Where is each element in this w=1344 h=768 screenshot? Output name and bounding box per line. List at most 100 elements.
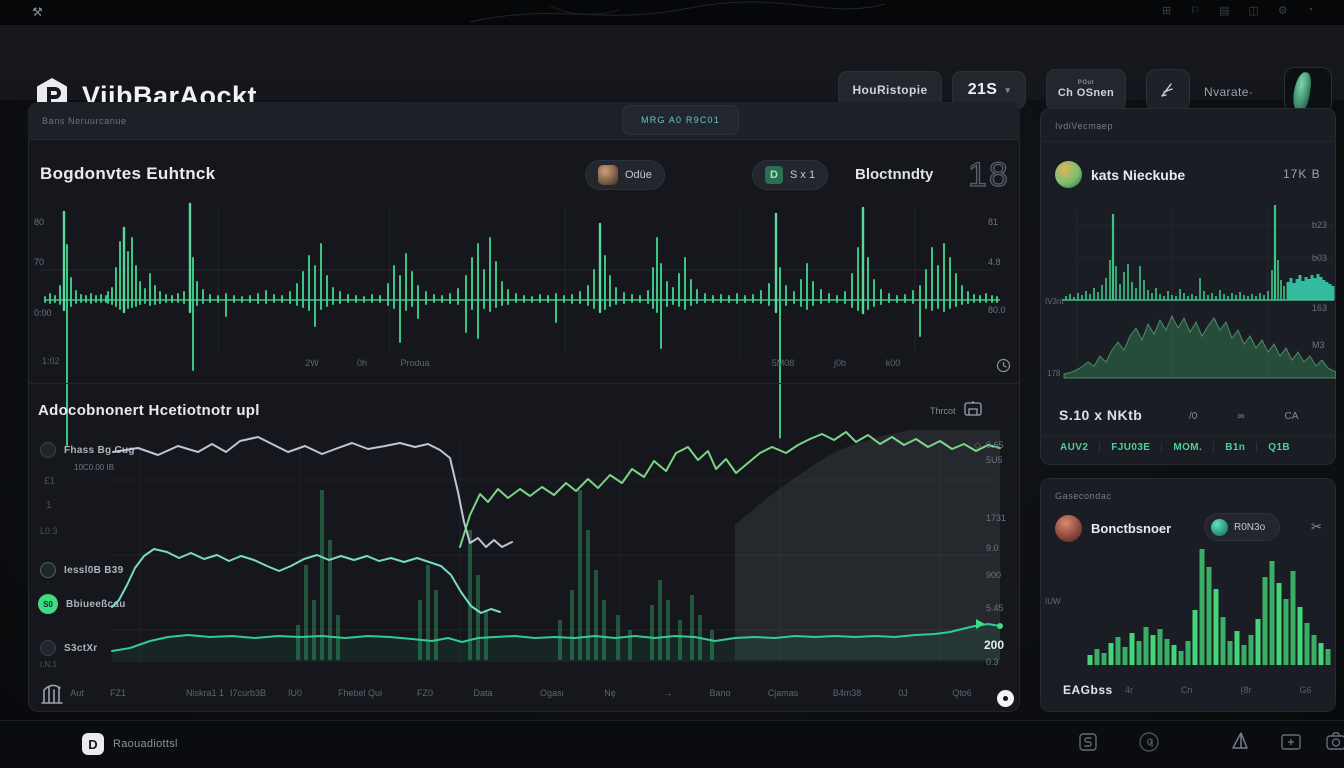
legend-3-badge: S0: [38, 594, 58, 614]
footer-items: 4r Cn (8r G6: [1125, 685, 1312, 695]
performance-line-chart: [111, 430, 1003, 662]
user2-avatar[interactable]: [1055, 515, 1082, 542]
legend-1-icon: [40, 442, 56, 458]
panel-toolbar: Bans Neruurcanue: [28, 102, 1020, 140]
footer-item[interactable]: (8r: [1240, 685, 1252, 695]
axis-tick-label: 0h: [356, 358, 368, 368]
legend-item-3[interactable]: S0 Bbiueeßcau: [38, 594, 126, 614]
side-bars-left-label: IUW: [1045, 597, 1061, 606]
axis-tick-label: 70: [34, 257, 45, 267]
user-filter-label: Odüe: [625, 169, 652, 181]
legend-item-4[interactable]: S3ctXr: [40, 640, 98, 656]
footer-logo-icon[interactable]: D: [82, 733, 104, 755]
axis-tick-label: →: [663, 688, 673, 698]
columns-icon[interactable]: [40, 680, 64, 706]
axis-tick-label: Data: [473, 688, 493, 698]
axis-tick-label: 81: [988, 217, 999, 227]
s-badge-icon[interactable]: [1078, 732, 1098, 752]
clock-icon[interactable]: [996, 358, 1011, 373]
nav-label[interactable]: Nvarate·: [1204, 85, 1254, 99]
pill-avatar: [598, 165, 618, 185]
osnen-sub-label: POut: [1077, 79, 1095, 86]
user-avatar[interactable]: [1284, 67, 1332, 113]
axis-mini-tick-a: £1: [44, 476, 56, 487]
axis-tick-label: M3: [1312, 340, 1325, 350]
main-panel: [28, 102, 1020, 712]
user-filter-pill[interactable]: Odüe: [585, 160, 665, 190]
axis-tick-label: Aut: [70, 688, 84, 698]
footer-label: EAGbss: [1063, 683, 1113, 697]
frame-plus-icon[interactable]: [1280, 732, 1302, 752]
axis-tick-label: 2W: [305, 358, 319, 368]
legend-item-1[interactable]: Fhass Bg Cug: [40, 442, 135, 458]
axis-mini-tick-c: L0.3: [40, 526, 58, 536]
mode-icon: D: [765, 166, 783, 184]
app-header: ViibBarAockt HouRistopie 21S ▾ POut Ch O…: [0, 25, 1344, 113]
decorative-scribble: [469, 1, 886, 23]
scissors-icon[interactable]: ✂: [1311, 519, 1322, 534]
stat-row: AUV2 FJU03E MOM. B1n Q1B: [1049, 442, 1301, 453]
footer-item[interactable]: Cn: [1181, 685, 1193, 695]
mode-pill-2-label: R0N3o: [1234, 521, 1266, 533]
legend-item-2[interactable]: Iessl0B B39: [40, 562, 123, 578]
top-strip-icon[interactable]: ▤: [1219, 5, 1230, 17]
mode-pill[interactable]: D S x 1: [752, 160, 829, 190]
top-strip-icon[interactable]: ◫: [1248, 5, 1259, 17]
export-icon[interactable]: [963, 400, 983, 418]
axis-tick-label: 0J: [898, 688, 908, 698]
camera-icon[interactable]: [1326, 732, 1344, 750]
user2-name[interactable]: Bonctbsnoer: [1091, 521, 1172, 536]
axis-tick-label: Ogası: [539, 688, 565, 698]
mode-label: S x 1: [790, 169, 816, 181]
axis-tick-label: 0.65: [986, 440, 1004, 450]
hour-button-label: HouRistopie: [852, 83, 928, 97]
pen-button[interactable]: [1146, 69, 1190, 111]
stat-line: S.10 x NKtb: [1059, 407, 1143, 423]
top-strip-icon[interactable]: ⚐: [1190, 5, 1201, 17]
footer-item[interactable]: G6: [1299, 685, 1312, 695]
stat-row-item[interactable]: Q1B: [1256, 442, 1301, 453]
marker-icon: ◇: [974, 440, 981, 450]
axis-tick-label: FZ0: [416, 688, 434, 698]
sail-icon[interactable]: [1228, 730, 1252, 754]
top-strip-icons: ⊞ ⚐ ▤ ◫ ⚙ ◔: [1162, 4, 1313, 17]
stat-icon: ∞: [1237, 411, 1245, 422]
metric-big-number: 18: [967, 155, 1010, 194]
axis-tick-label: b03: [1312, 253, 1328, 263]
legend-2-icon: [40, 562, 56, 578]
axis-tick-label: 80.0: [988, 305, 1006, 315]
user1-name[interactable]: kats Nieckube: [1091, 167, 1186, 183]
axis-tick-label: 5M08: [771, 358, 795, 368]
stat-row-item[interactable]: AUV2: [1060, 442, 1089, 453]
user1-avatar[interactable]: [1055, 161, 1082, 188]
axis-tick-label: Fhebel Qui: [337, 688, 383, 698]
top-strip-icon[interactable]: ⊞: [1162, 5, 1172, 17]
axis-tick-label: Qto6: [952, 688, 972, 698]
axis-tick-label: 0.3: [986, 657, 999, 667]
tools-icon[interactable]: ⚒: [32, 5, 43, 19]
osnen-button[interactable]: POut Ch OSnen: [1046, 69, 1126, 111]
mode-pill-2[interactable]: R0N3o: [1204, 513, 1281, 541]
stat-row-item[interactable]: B1n: [1213, 442, 1256, 453]
top-strip-icon[interactable]: ◔: [1306, 4, 1314, 16]
legend-3-label: Bbiueeßcau: [66, 598, 126, 610]
axis-tick-label: k00: [885, 358, 901, 368]
axis-tick-label: b23: [1312, 220, 1328, 230]
record-id-pill[interactable]: MRG A0 R9C01: [622, 105, 739, 135]
main-waveform-chart: [38, 202, 1000, 446]
record-button[interactable]: [997, 690, 1014, 707]
stat-icon: CA: [1284, 411, 1299, 422]
circle-nine-icon[interactable]: [1138, 731, 1160, 753]
footer-item[interactable]: 4r: [1125, 685, 1134, 695]
metric-label: Bloctnndty: [855, 166, 934, 183]
stat-row-item[interactable]: FJU03E: [1099, 442, 1161, 453]
axis-tick-label: 1731: [986, 513, 1007, 523]
stat-row-item[interactable]: MOM.: [1161, 442, 1213, 453]
waveform-start-time: 1:02: [42, 356, 60, 366]
top-strip-icon[interactable]: ⚙: [1277, 5, 1288, 17]
export-label[interactable]: Thrcot: [930, 406, 956, 416]
axis-tick-label: Produa: [400, 358, 430, 368]
axis-tick-label: I7curb3B: [229, 688, 267, 698]
axis-tick-label: IU0: [287, 688, 303, 698]
user1-value: 17K B: [1283, 167, 1321, 181]
